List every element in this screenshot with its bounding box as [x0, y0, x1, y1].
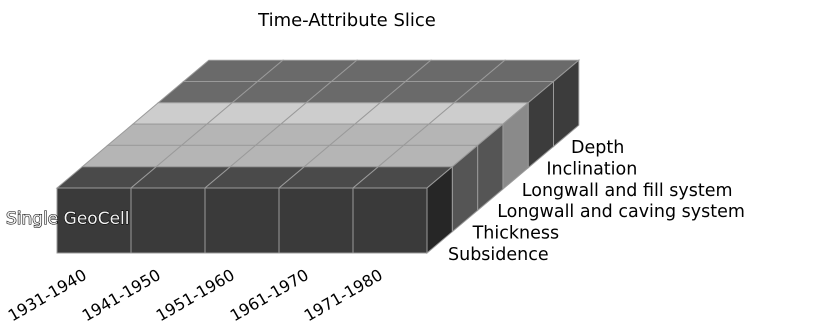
single-geocell-label: Single GeoCell: [6, 209, 129, 229]
attribute-label: Subsidence: [448, 245, 549, 265]
time-period-label: 1961-1970: [227, 265, 312, 325]
attribute-label: Thickness: [472, 224, 559, 244]
attribute-label: Longwall and fill system: [522, 181, 733, 201]
time-period-labels: 1931-19401941-19501951-19601961-19701971…: [5, 265, 386, 325]
time-period-label: 1941-1950: [79, 265, 164, 325]
time-period-label: 1951-1960: [153, 265, 238, 325]
attribute-label: Inclination: [546, 159, 637, 179]
front-cell: [204, 187, 280, 254]
front-cell: [278, 187, 354, 254]
front-cell: [352, 187, 428, 254]
diagram-title: Time-Attribute Slice: [257, 10, 436, 31]
attribute-time-grid: [55, 59, 581, 255]
attribute-label: Longwall and caving system: [497, 202, 745, 222]
attribute-label: Depth: [571, 138, 624, 158]
front-cell: [130, 187, 206, 254]
time-period-label: 1931-1940: [5, 265, 90, 325]
time-period-label: 1971-1980: [301, 265, 386, 325]
